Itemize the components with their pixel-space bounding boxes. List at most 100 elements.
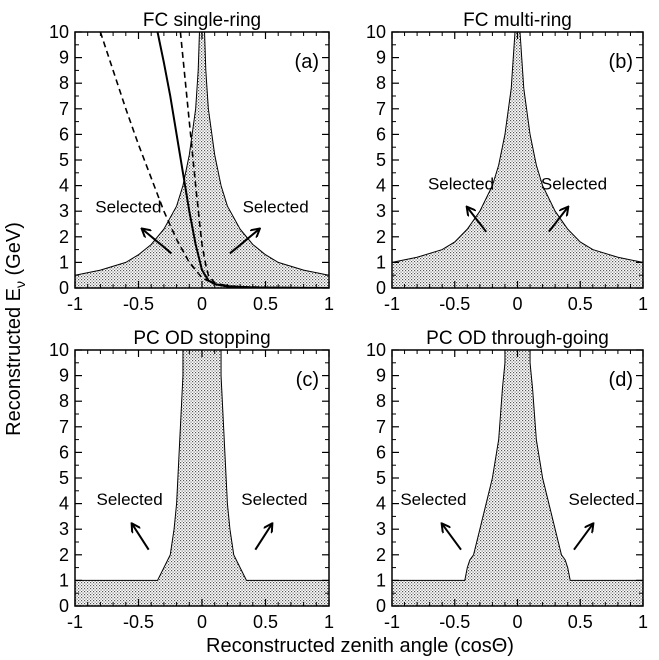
panel-d: 0 1 2 3 4 5 6 7 8 9 10 -1 -0.5 0 0.5 1 PC OD through-goi…: [366, 328, 648, 632]
y-axis-title: Reconstructed Eν (GeV): [3, 222, 28, 436]
y-tick-label: 2: [59, 227, 69, 247]
y-tick-label: 0: [376, 278, 386, 298]
y-tick-label: 4: [376, 176, 386, 196]
x-tick-label: -0.5: [123, 612, 154, 632]
rejected-region: [392, 32, 643, 288]
y-tick-label: 8: [376, 73, 386, 93]
y-tick-label: 10: [366, 22, 386, 42]
y-tick-label: 0: [59, 596, 69, 616]
y-tick-label: 6: [376, 124, 386, 144]
rejected-region: [75, 32, 329, 288]
y-tick-label: 2: [376, 545, 386, 565]
rejected-region: [392, 350, 643, 606]
selected-arrow: [132, 524, 150, 551]
y-tick-label: 7: [376, 417, 386, 437]
x-tick-label: -0.5: [123, 294, 154, 314]
y-tick-label: 8: [376, 391, 386, 411]
x-tick-label: 1: [638, 294, 648, 314]
y-tick-label: 3: [59, 519, 69, 539]
y-tick-label: 0: [59, 278, 69, 298]
selected-label: Selected: [400, 490, 466, 509]
y-tick-label: 3: [59, 201, 69, 221]
x-tick-label: 0.5: [568, 294, 593, 314]
y-tick-label: 4: [376, 494, 386, 514]
cut-curve-3: [179, 32, 329, 288]
panel-title: FC single-ring: [143, 10, 261, 31]
y-tick-label: 0: [376, 596, 386, 616]
x-tick-label: 0: [512, 294, 522, 314]
selected-arrow: [467, 207, 487, 233]
y-tick-label: 10: [49, 22, 69, 42]
y-tick-label: 2: [376, 227, 386, 247]
y-tick-label: 7: [59, 99, 69, 119]
y-tick-label: 9: [376, 48, 386, 68]
panel-b: 0 1 2 3 4 5 6 7 8 9 10 -1 -0.5 0 0.5 1 FC multi-ring (b) S…: [366, 10, 648, 314]
y-tick-label: 8: [59, 391, 69, 411]
selected-label: Selected: [541, 174, 607, 193]
panel-title: PC OD through-going: [426, 328, 609, 349]
panel-tag: (c): [296, 369, 319, 391]
panel-title: FC multi-ring: [463, 10, 572, 31]
y-tick-label: 9: [376, 366, 386, 386]
selected-label: Selected: [95, 197, 161, 216]
x-tick-label: -0.5: [439, 294, 470, 314]
selected-arrow: [142, 229, 173, 255]
y-tick-label: 5: [376, 468, 386, 488]
x-tick-label: -0.5: [439, 612, 470, 632]
y-tick-label: 10: [49, 340, 69, 360]
y-tick-label: 9: [59, 48, 69, 68]
x-tick-label: 0: [197, 612, 207, 632]
x-tick-label: 0.5: [253, 294, 278, 314]
y-tick-label: 1: [59, 252, 69, 272]
y-tick-label: 4: [59, 176, 69, 196]
x-tick-label: -1: [67, 612, 83, 632]
y-tick-label: 6: [59, 124, 69, 144]
rejected-region: [75, 350, 329, 606]
selected-arrow: [573, 524, 593, 551]
y-tick-label: 10: [366, 340, 386, 360]
y-tick-label: 1: [376, 570, 386, 590]
selected-label: Selected: [243, 197, 309, 216]
y-tick-label: 5: [59, 468, 69, 488]
y-tick-label: 3: [376, 519, 386, 539]
selected-label: Selected: [97, 490, 163, 509]
panel-c: 0 1 2 3 4 5 6 7 8 9 10 -1 -0.5 0 0.5 1 PC OD stopping (c)…: [49, 328, 334, 632]
y-tick-label: 2: [59, 545, 69, 565]
panel-tag: (a): [295, 51, 319, 73]
x-tick-label: 1: [324, 612, 334, 632]
y-tick-label: 5: [59, 150, 69, 170]
x-tick-label: -1: [384, 294, 400, 314]
y-tick-label: 3: [376, 201, 386, 221]
y-tick-label: 5: [376, 150, 386, 170]
y-tick-label: 4: [59, 494, 69, 514]
x-tick-label: 1: [638, 612, 648, 632]
panel-a: 0 1 2 3 4 5 6 7 8 9 10 -1 -0.5 0 0.5 1 FC single-ring (a)…: [49, 10, 334, 314]
selected-label: Selected: [428, 174, 494, 193]
y-tick-label: 1: [59, 570, 69, 590]
selected-arrow: [442, 524, 462, 551]
panel-title: PC OD stopping: [133, 328, 270, 349]
y-tick-label: 6: [59, 442, 69, 462]
x-tick-label: 1: [324, 294, 334, 314]
y-tick-label: 7: [376, 99, 386, 119]
y-tick-label: 8: [59, 73, 69, 93]
panel-tag: (d): [609, 369, 633, 391]
selected-label: Selected: [568, 490, 634, 509]
x-tick-label: 0.5: [253, 612, 278, 632]
x-tick-label: -1: [384, 612, 400, 632]
x-tick-label: 0.5: [568, 612, 593, 632]
y-tick-label: 9: [59, 366, 69, 386]
selected-arrow: [254, 524, 272, 551]
y-tick-label: 1: [376, 252, 386, 272]
x-tick-label: 0: [197, 294, 207, 314]
selected-arrow: [229, 229, 259, 255]
selected-arrow: [548, 207, 568, 233]
x-tick-label: 0: [512, 612, 522, 632]
x-tick-label: -1: [67, 294, 83, 314]
selected-label: Selected: [241, 490, 307, 509]
y-tick-label: 6: [376, 442, 386, 462]
cut-curve-1: [99, 32, 329, 288]
x-axis-title: Reconstructed zenith angle (cosΘ): [206, 635, 514, 657]
panel-tag: (b): [609, 51, 633, 73]
